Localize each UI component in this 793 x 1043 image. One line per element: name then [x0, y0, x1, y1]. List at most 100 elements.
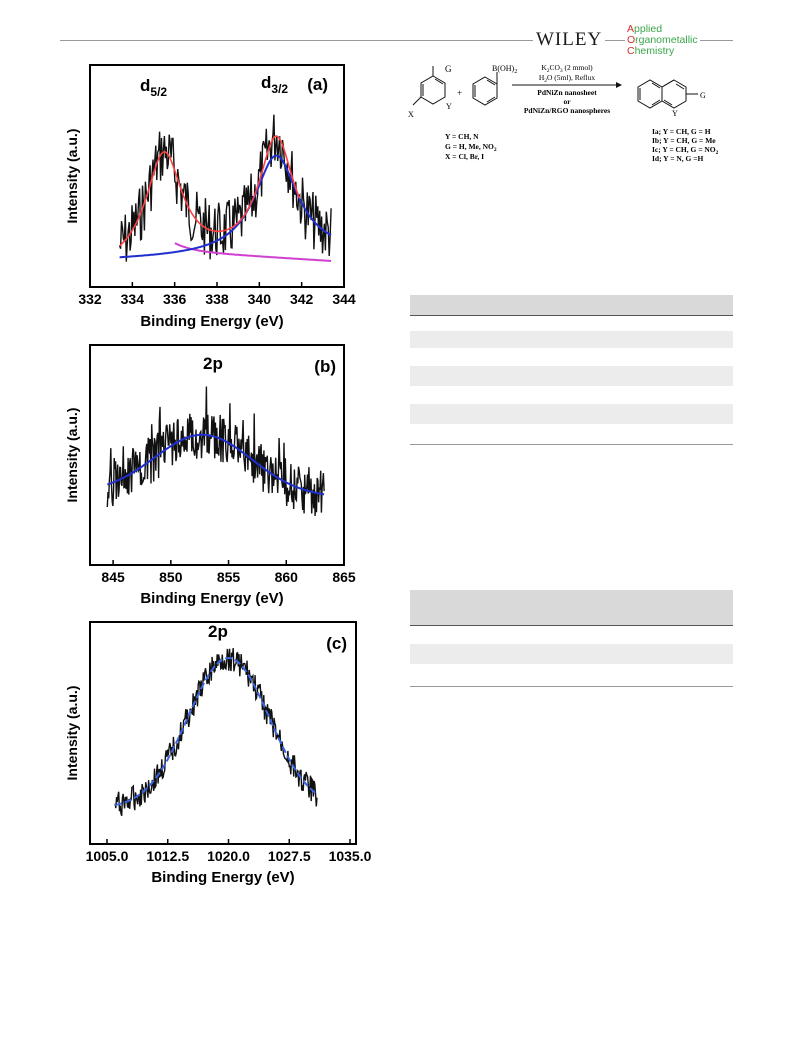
plot-c-fit-blue — [114, 657, 318, 806]
scheme-y-label: Y — [446, 102, 452, 111]
x-tick-label: 855 — [217, 569, 241, 585]
x-tick-label: 334 — [121, 291, 145, 307]
plot-a-peak-label-2: d3/2 — [261, 73, 288, 96]
product-ib: Ib; Y = CH, G = Me — [652, 136, 716, 145]
table-2-bottom-rule — [410, 686, 733, 687]
plot-b-panel-label: (b) — [314, 357, 336, 376]
xps-plot-a-svg: 332 334 336 338 340 342 344 (a) d5/2 d3/2 Bind… — [64, 64, 356, 330]
table-row — [410, 664, 733, 686]
boronic-acid-ring — [472, 72, 498, 106]
plot-a-peak-label-1: d5/2 — [140, 76, 167, 99]
boronic-main: B(OH) — [492, 64, 515, 73]
peak-label-1-main: d — [140, 76, 150, 95]
cond1-b: CO — [550, 63, 561, 72]
publisher-logo: WILEY — [533, 29, 606, 51]
x-tick-label: 332 — [78, 291, 102, 307]
boronic-acid-label: B(OH)2 — [492, 64, 517, 75]
peak-label-2-sub: 3/2 — [271, 82, 288, 96]
def2-main: G = H, Me, NO — [445, 142, 494, 151]
x-tick-label: 1035.0 — [329, 848, 372, 864]
plot-b-fit-blue — [107, 433, 325, 496]
x-tick-label: 340 — [248, 291, 272, 307]
table-1 — [410, 295, 733, 445]
plot-c-raw-spectrum — [114, 647, 318, 816]
x-tick-label: 860 — [275, 569, 299, 585]
plot-c-x-axis-label: Binding Energy (eV) — [151, 869, 294, 886]
cond2-b: O (5ml), Reflux — [547, 73, 595, 82]
condition-solvent: H2O (5ml), Reflux — [539, 73, 596, 84]
plot-c-frame — [89, 621, 357, 845]
plot-b-frame — [89, 344, 345, 566]
table-2-header — [410, 590, 733, 626]
table-row — [410, 366, 733, 386]
plot-c-y-axis-label: Intensity (a.u.) — [64, 686, 80, 781]
definition-x: X = Cl, Br, I — [445, 152, 484, 161]
plot-c-x-ticks: 1005.0 1012.5 1020.0 1027.5 1035.0 — [86, 839, 372, 864]
plot-c-panel-label: (c) — [326, 634, 347, 653]
reaction-arrowhead — [616, 82, 622, 88]
xps-plot-c-svg: 1005.0 1012.5 1020.0 1027.5 1035.0 (c) 2p Bi… — [64, 621, 372, 886]
journal-cap-c: C — [627, 45, 635, 57]
catalyst-1: PdNiZn nanosheet — [537, 88, 597, 97]
table-row — [410, 626, 733, 644]
table-row — [410, 331, 733, 348]
aryl-halide-ring — [412, 66, 446, 106]
xps-plot-c: 1005.0 1012.5 1020.0 1027.5 1035.0 (c) 2p Bi… — [60, 612, 380, 887]
plot-b-raw-spectrum — [106, 386, 325, 517]
plot-b-peak-label: 2p — [203, 354, 223, 373]
x-tick-label: 342 — [290, 291, 314, 307]
plot-c-peak-label: 2p — [208, 622, 228, 641]
plot-b-y-axis-label: Intensity (a.u.) — [64, 408, 80, 503]
reaction-scheme: G Y X + B(OH)2 K2CO3 (2 mmol) H2O (5ml),… — [408, 58, 738, 178]
cond1-sub2: 3 — [560, 68, 563, 74]
plot-a-panel-label: (a) — [307, 75, 328, 94]
plot-a-fit-red — [119, 135, 301, 247]
x-tick-label: 865 — [332, 569, 356, 585]
journal-text-1: pplied — [634, 23, 663, 35]
xps-plot-a: 332 334 336 338 340 342 344 (a) d5/2 d3/2 Bind… — [60, 55, 360, 335]
plot-a-raw-spectrum — [118, 114, 332, 262]
journal-cap-o: O — [627, 34, 636, 46]
product-biaryl — [637, 79, 698, 109]
table-row — [410, 348, 733, 366]
table-2 — [410, 590, 733, 687]
journal-cap-a: A — [627, 23, 635, 35]
plot-a-baseline-curve — [174, 242, 332, 262]
cond1-c: (2 mmol) — [563, 63, 593, 72]
product-g-label: G — [700, 91, 706, 100]
product-ic: Ic; Y = CH, G = NO2 — [652, 145, 719, 156]
xps-plot-b: 845 850 855 860 865 (b) 2p Binding Energy (e… — [60, 335, 370, 610]
x-tick-label: 1027.5 — [268, 848, 311, 864]
journal-logo: Applied Organometallic Chemistry — [625, 24, 700, 57]
product-id: Id; Y = N, G =H — [652, 154, 703, 163]
plot-a-x-ticks: 332 334 336 338 340 342 344 — [78, 282, 356, 307]
product-y-label: Y — [672, 109, 678, 118]
scheme-g-label: G — [445, 64, 452, 74]
x-tick-label: 344 — [332, 291, 356, 307]
plot-b-x-axis-label: Binding Energy (eV) — [140, 590, 283, 607]
definition-y: Y = CH, N — [445, 132, 479, 141]
reaction-scheme-svg: G Y X + B(OH)2 K2CO3 (2 mmol) H2O (5ml),… — [408, 63, 719, 163]
cond2-a: H — [539, 73, 545, 82]
xps-plot-b-svg: 845 850 855 860 865 (b) 2p Binding Energy (e… — [64, 344, 356, 607]
peak-label-2-main: d — [261, 73, 271, 92]
plot-a-y-axis-label: Intensity (a.u.) — [64, 129, 80, 224]
scheme-x-label: X — [408, 110, 414, 119]
x-tick-label: 338 — [205, 291, 229, 307]
x-tick-label: 1005.0 — [86, 848, 129, 864]
journal-text-3: hemistry — [634, 45, 675, 57]
cond1-sub1: 2 — [547, 68, 550, 74]
def2-sub: 2 — [494, 147, 497, 153]
table-row — [410, 404, 733, 424]
table-1-header — [410, 295, 733, 316]
table-row — [410, 316, 733, 331]
x-tick-label: 845 — [101, 569, 125, 585]
product-ia: Ia; Y = CH, G = H — [652, 127, 711, 136]
scheme-plus: + — [457, 88, 462, 98]
header-rule — [60, 40, 733, 41]
peak-label-1-sub: 5/2 — [150, 85, 167, 99]
prod3-main: Ic; Y = CH, G = NO — [652, 145, 716, 154]
prod3-sub: 2 — [716, 150, 719, 156]
boronic-sub: 2 — [514, 69, 517, 75]
cond1-a: K — [541, 63, 547, 72]
